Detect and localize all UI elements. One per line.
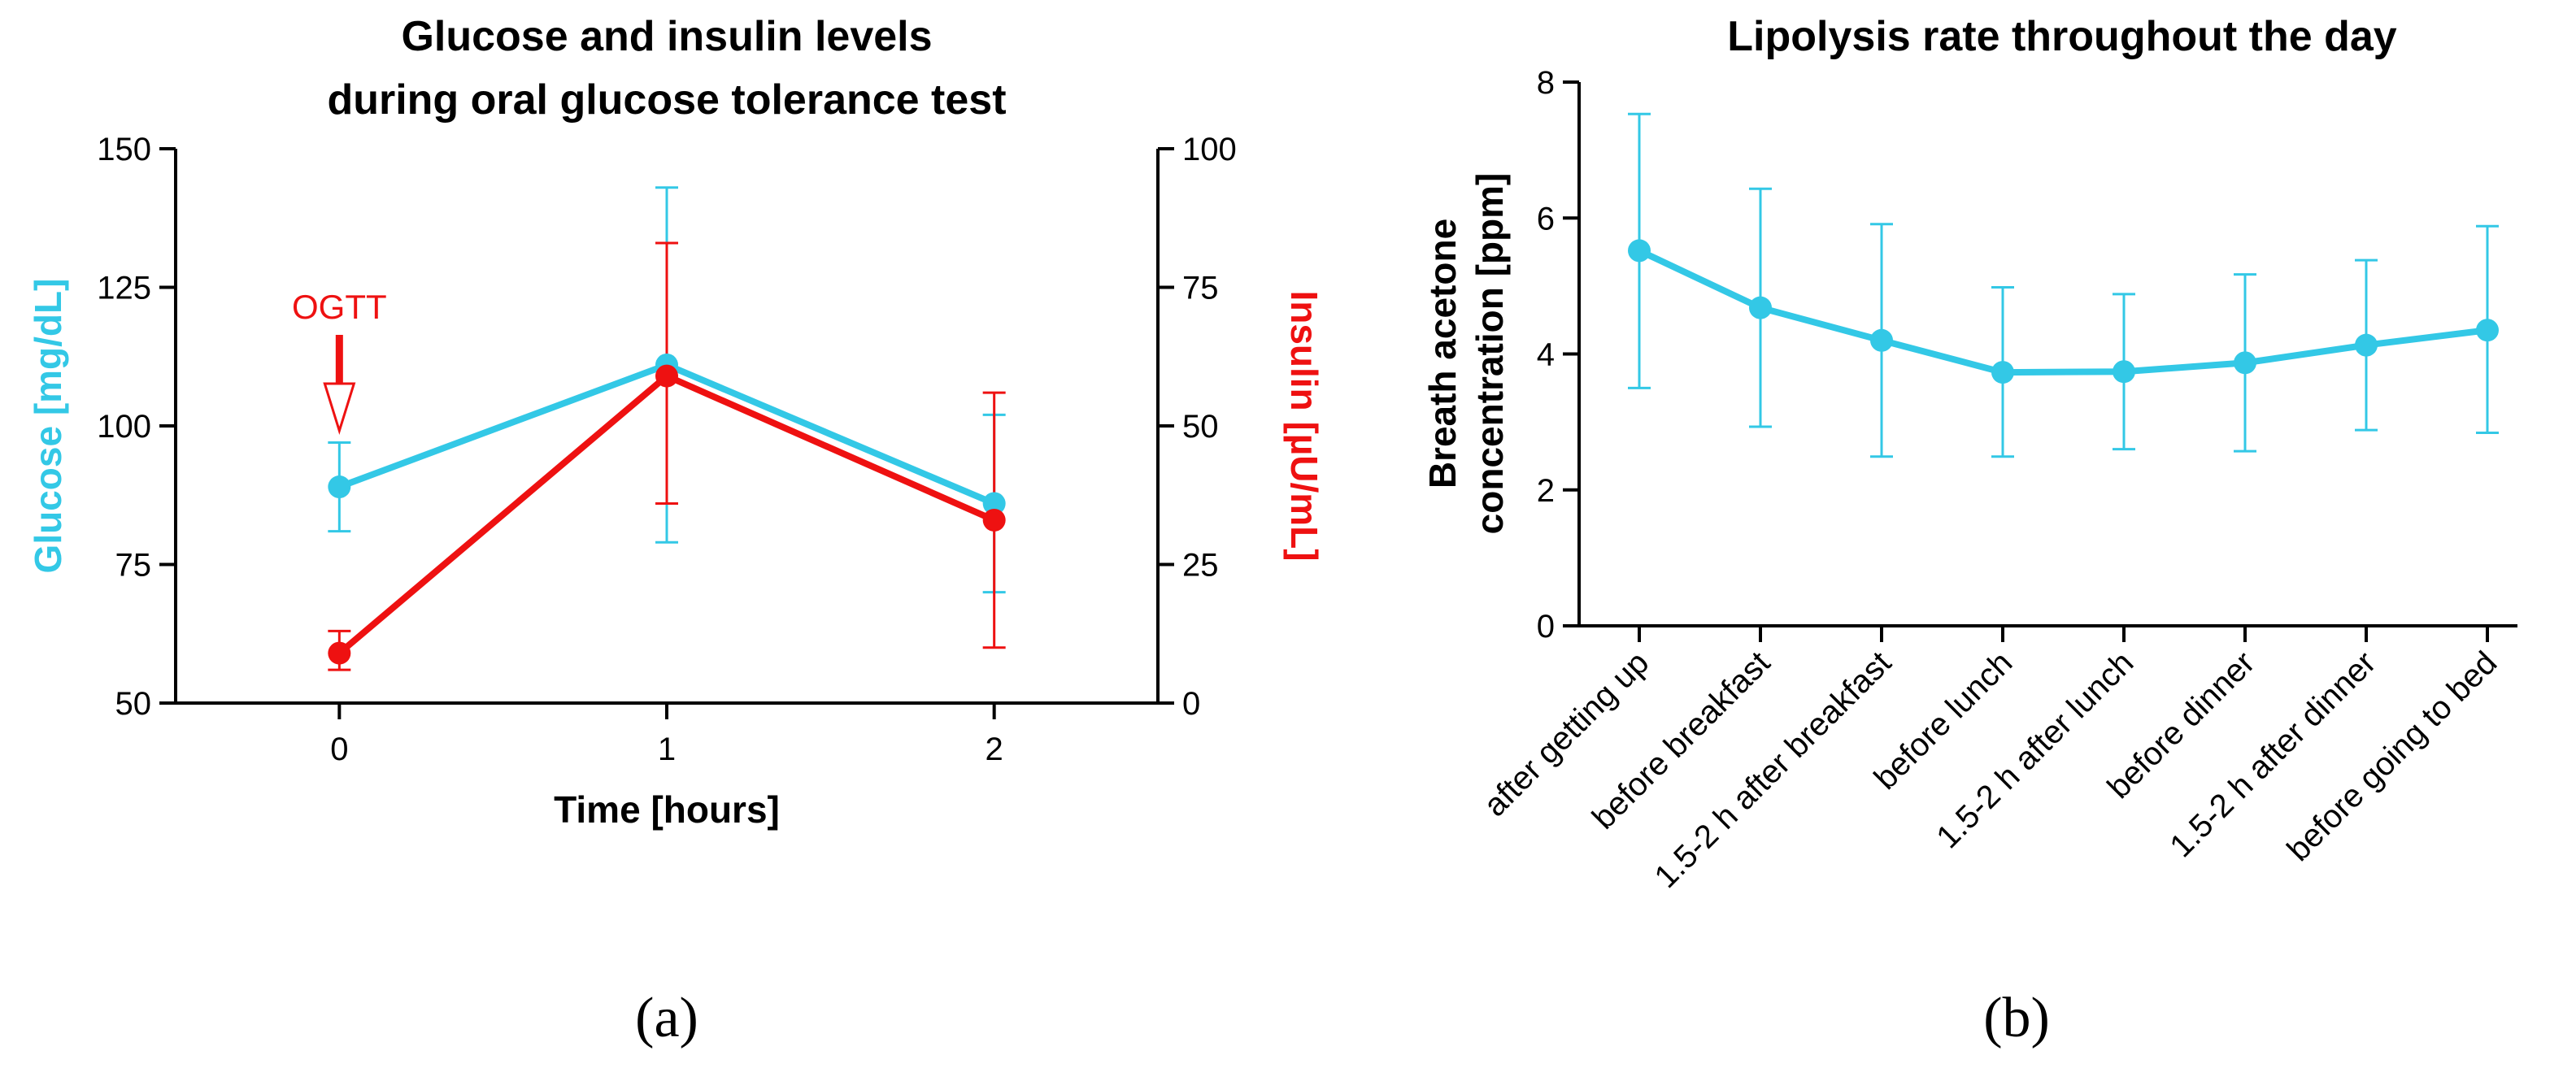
acetone-point — [2476, 319, 2499, 342]
chart-a-right-tick-label: 0 — [1182, 686, 1200, 722]
chart-a-right-ticks: 0 25 50 75 100 — [1158, 132, 1237, 722]
chart-a-right-tick-label: 100 — [1182, 132, 1237, 167]
chart-a-x-tick-label: 1 — [658, 732, 676, 767]
acetone-point — [1749, 296, 1772, 319]
acetone-point — [2234, 351, 2256, 375]
acetone-point — [2113, 360, 2135, 384]
chart-a-left-tick-label: 50 — [115, 686, 152, 722]
chart-a-left-tick-label: 75 — [115, 548, 152, 584]
acetone-point — [1870, 328, 1893, 352]
insulin-point — [655, 364, 678, 388]
chart-b: Lipolysis rate throughout the day 02468 … — [1421, 13, 2517, 1049]
chart-a-series — [328, 186, 1006, 671]
chart-a-right-tick-label: 50 — [1182, 409, 1219, 445]
acetone-point — [1991, 361, 2014, 384]
chart-b-y-tick-label: 8 — [1537, 65, 1555, 101]
acetone-point — [2355, 333, 2378, 357]
chart-a: Glucose and insulin levels during oral g… — [27, 13, 1325, 1049]
glucose-point — [982, 492, 1006, 515]
chart-a-title-line2: during oral glucose tolerance test — [327, 76, 1006, 124]
chart-b-ylabel-line1: Breath acetone — [1421, 219, 1464, 488]
chart-a-left-tick-label: 100 — [97, 409, 151, 445]
chart-a-left-tick-label: 150 — [97, 132, 151, 167]
chart-b-ylabel-line2: concentration [ppm] — [1469, 173, 1511, 535]
chart-a-right-tick-label: 75 — [1182, 271, 1219, 306]
chart-b-y-tick-label: 0 — [1537, 609, 1555, 645]
chart-a-ylabel-left: Glucose [mg/dL] — [27, 279, 69, 574]
panel-label-b: (b) — [1983, 987, 2050, 1049]
panel-label-a: (a) — [635, 987, 698, 1049]
chart-b-y-tick-label: 2 — [1537, 473, 1555, 509]
chart-a-title-line1: Glucose and insulin levels — [401, 13, 932, 60]
chart-b-y-tick-label: 4 — [1537, 337, 1555, 373]
chart-a-ylabel-right: Insulin [µU/mL] — [1283, 290, 1325, 561]
chart-a-right-tick-label: 25 — [1182, 548, 1219, 584]
chart-b-title: Lipolysis rate throughout the day — [1727, 13, 2396, 60]
ogtt-label: OGTT — [292, 288, 387, 326]
chart-b-y-tick-label: 6 — [1537, 201, 1555, 237]
chart-b-series — [1628, 112, 2499, 458]
chart-a-xlabel: Time [hours] — [554, 788, 780, 831]
chart-b-category-label: 1.5-2 h after dinner — [2163, 645, 2382, 864]
acetone-point — [1628, 239, 1651, 263]
chart-a-x-tick-label: 0 — [330, 732, 348, 767]
glucose-point — [328, 475, 351, 499]
chart-a-x-tick-label: 2 — [986, 732, 1003, 767]
ogtt-annotation: OGTT — [292, 288, 387, 436]
insulin-point — [982, 508, 1006, 532]
chart-a-left-ticks: 50 75 100 125 150 — [97, 132, 176, 722]
chart-a-left-tick-label: 125 — [97, 271, 151, 306]
chart-a-x-ticks: 0 1 2 — [330, 703, 1003, 767]
chart-b-y-ticks: 0 2 4 6 8 — [1537, 65, 1579, 645]
chart-b-category-label: before going to bed — [2280, 645, 2504, 868]
acetone-line — [1638, 247, 2488, 376]
chart-b-category-label: 1.5-2 h after breakfast — [1648, 645, 1899, 895]
ogtt-arrow-head — [323, 382, 356, 436]
insulin-point — [328, 641, 351, 665]
